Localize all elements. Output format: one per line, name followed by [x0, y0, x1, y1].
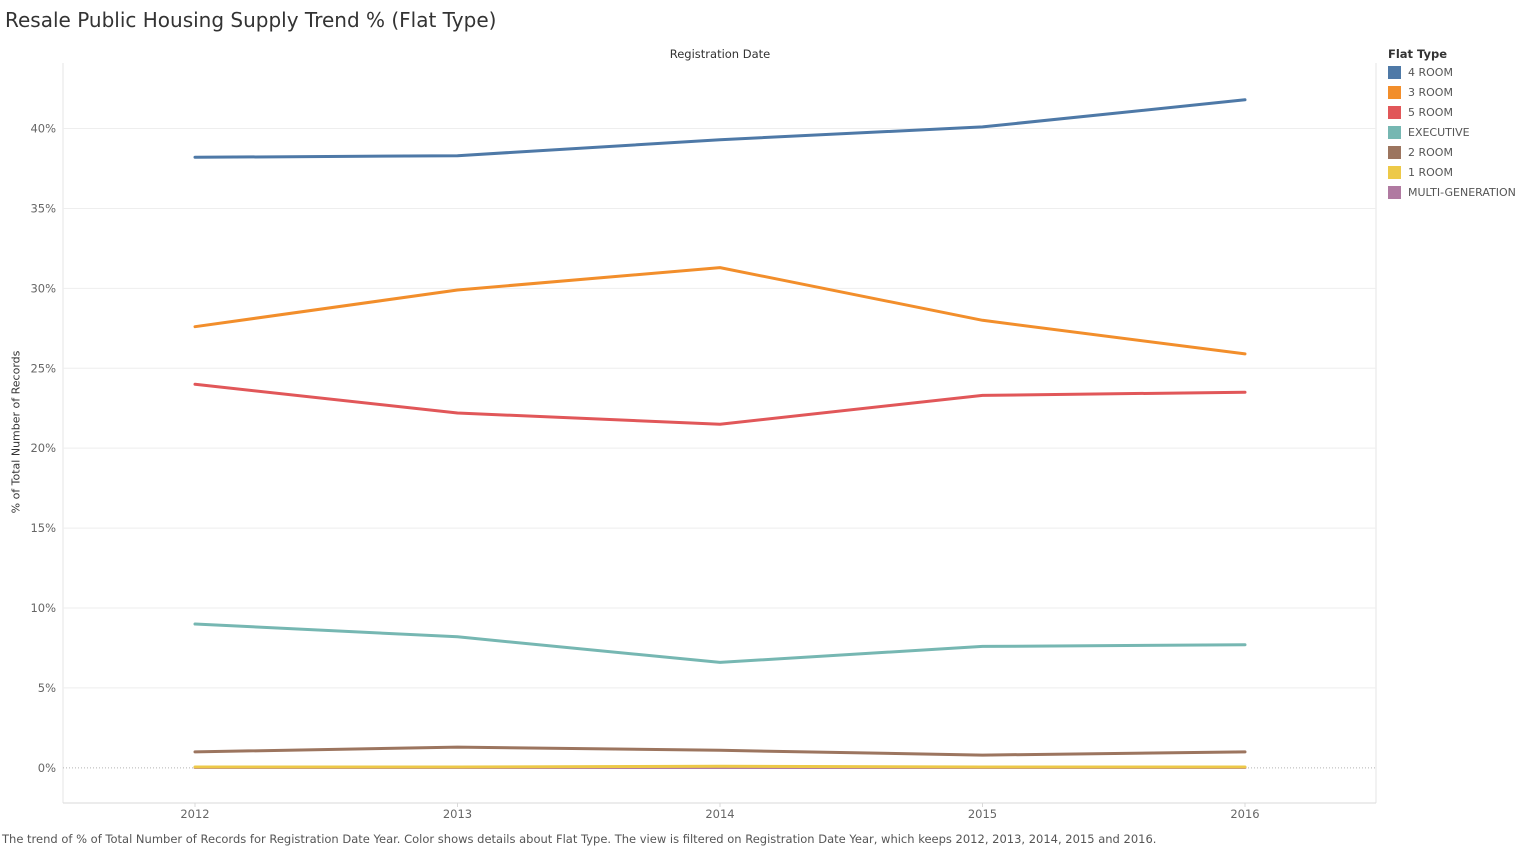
series-line-executive	[193, 622, 1247, 664]
series-line-4-room	[193, 98, 1247, 159]
legend-item-1-room[interactable]: 1 ROOM	[1388, 162, 1527, 182]
series-line-5-room	[193, 382, 1247, 426]
legend-swatch	[1388, 125, 1401, 139]
x-tick-label: 2012	[180, 807, 209, 821]
y-tick-label: 35%	[30, 201, 56, 215]
legend-item-executive[interactable]: EXECUTIVE	[1388, 122, 1527, 142]
legend-swatch	[1388, 145, 1401, 159]
x-tick-label: 2014	[705, 807, 734, 821]
legend-item-3-room[interactable]: 3 ROOM	[1388, 82, 1527, 102]
y-tick-label: 10%	[30, 601, 56, 615]
legend-label: EXECUTIVE	[1408, 125, 1470, 139]
y-tick-label: 5%	[38, 681, 56, 695]
x-tick-label: 2013	[443, 807, 472, 821]
column-header: Registration Date	[669, 47, 771, 61]
chart-title: Resale Public Housing Supply Trend % (Fl…	[5, 8, 497, 32]
legend-label: 3 ROOM	[1408, 85, 1453, 99]
legend-swatch	[1388, 165, 1401, 179]
y-tick-label: 25%	[30, 361, 56, 375]
y-tick-label: 40%	[30, 122, 56, 136]
series-line-2-room	[193, 745, 1247, 757]
y-tick-label: 30%	[30, 281, 56, 295]
legend-label: 4 ROOM	[1408, 65, 1453, 79]
legend-item-multi-generation[interactable]: MULTI-GENERATION	[1388, 182, 1527, 202]
legend-label: 2 ROOM	[1408, 145, 1453, 159]
legend-item-2-room[interactable]: 2 ROOM	[1388, 142, 1527, 162]
legend-label: 1 ROOM	[1408, 165, 1453, 179]
y-tick-label: 0%	[38, 761, 56, 775]
series-line-3-room	[193, 266, 1247, 356]
legend-swatch	[1388, 185, 1401, 199]
legend-swatch	[1388, 105, 1401, 119]
legend-swatch	[1388, 85, 1401, 99]
y-tick-label: 20%	[30, 441, 56, 455]
y-tick-label: 15%	[30, 521, 56, 535]
series-line-1-room	[193, 764, 1247, 769]
line-chart: 0% 5% 10% 15% 20% 25% 30% 35% 40% 2012 2013 2014 201…	[30, 63, 1377, 821]
legend-items: 4 ROOM 3 ROOM 5 ROOM EXECUTIVE 2 ROOM 1 ROOM M…	[1388, 62, 1527, 202]
legend-label: 5 ROOM	[1408, 105, 1453, 119]
legend-swatch	[1388, 65, 1401, 79]
legend-title: Flat Type	[1388, 47, 1448, 61]
x-tick-label: 2015	[968, 807, 997, 821]
chart-caption: The trend of % of Total Number of Record…	[2, 832, 1157, 846]
legend: Flat Type 4 ROOM 3 ROOM 5 ROOM EXECUTIVE 2 R…	[1388, 46, 1527, 202]
legend-item-5-room[interactable]: 5 ROOM	[1388, 102, 1527, 122]
legend-label: MULTI-GENERATION	[1408, 185, 1516, 199]
x-tick-label: 2016	[1230, 807, 1259, 821]
legend-item-4-room[interactable]: 4 ROOM	[1388, 62, 1527, 82]
